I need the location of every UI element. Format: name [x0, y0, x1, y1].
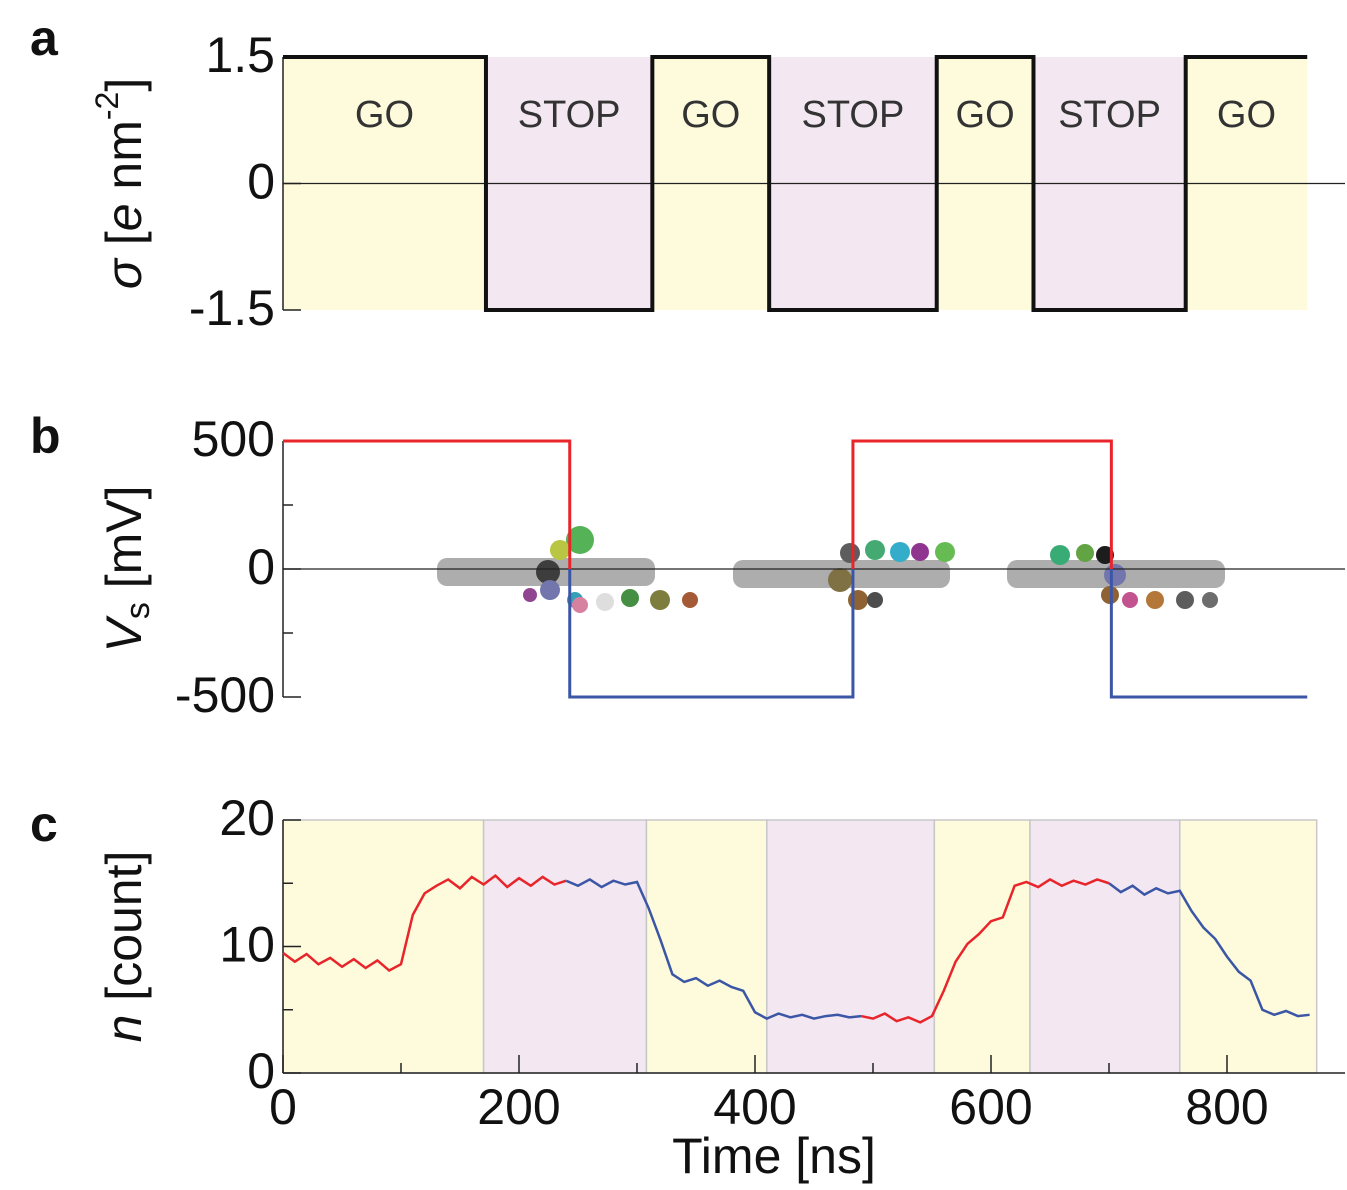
y-tick-label: 0 [247, 539, 275, 595]
data-line [565, 878, 1310, 1020]
phase-region [933, 819, 1031, 1074]
y-axis-label-part: [count] [96, 851, 152, 1015]
protein-sketch [523, 526, 698, 613]
region-label: GO [956, 94, 1015, 136]
y-tick-label: 0 [247, 1043, 275, 1099]
y-tick-label: 500 [192, 411, 275, 467]
protein-sketch [828, 540, 955, 610]
x-tick-label: 400 [713, 1079, 796, 1135]
region-label: GO [681, 94, 740, 136]
panel-label: a [30, 10, 59, 66]
data-line [283, 55, 1308, 312]
region-label: GO [1217, 94, 1276, 136]
y-axis-label-part: σ [96, 257, 152, 289]
y-tick-label: 20 [219, 790, 275, 846]
region-label: STOP [518, 94, 621, 136]
panel-label: c [30, 796, 58, 852]
y-axis-label-part: ] [96, 78, 152, 92]
molecule-illustrations [437, 526, 1225, 613]
data-line [283, 439, 1113, 569]
region-label: STOP [1058, 94, 1161, 136]
region-label: STOP [802, 94, 905, 136]
y-axis-label-part: s [119, 602, 157, 619]
data-line [282, 874, 1110, 1024]
phase-region [766, 819, 936, 1074]
x-tick-label: 200 [477, 1079, 560, 1135]
phase-region [1179, 819, 1318, 1074]
x-tick-label: 600 [949, 1079, 1032, 1135]
region-label: GO [355, 94, 414, 136]
phase-region [1029, 819, 1181, 1074]
y-axis-label-part: -2 [89, 92, 125, 120]
data-line [568, 569, 1308, 699]
y-tick-label: 0 [247, 154, 275, 210]
y-axis-label-part: [mV] [96, 485, 152, 602]
x-tick-label: 0 [269, 1079, 297, 1135]
phase-region [282, 819, 485, 1074]
y-tick-label: -500 [175, 667, 275, 723]
y-axis-label-part: e [96, 203, 152, 231]
y-axis-label: Vs [mV] [96, 485, 157, 652]
x-axis-label: Time [ns] [672, 1128, 876, 1184]
y-axis-label-part: V [96, 615, 152, 653]
y-axis-label-part: n [96, 1015, 152, 1043]
y-axis-label-part: nm [96, 120, 152, 203]
panel-label: b [30, 408, 61, 464]
y-axis-label: n [count] [96, 851, 152, 1043]
phase-region [645, 819, 768, 1074]
y-tick-label: 1.5 [205, 27, 275, 83]
y-axis-label-part: [ [96, 231, 152, 259]
y-tick-label: 10 [219, 917, 275, 973]
phase-region [482, 819, 648, 1074]
y-axis-label: σ [e nm-2] [89, 78, 152, 289]
y-tick-label: -1.5 [189, 280, 275, 336]
x-tick-label: 800 [1185, 1079, 1268, 1135]
